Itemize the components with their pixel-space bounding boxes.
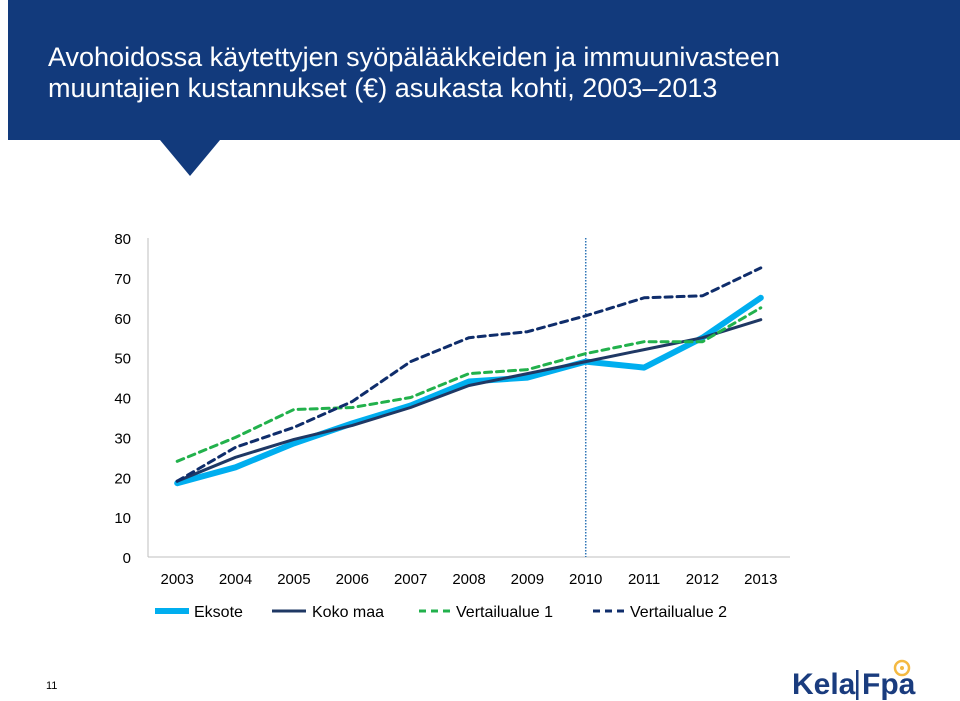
y-tick-label: 20 xyxy=(114,470,131,487)
x-tick-label: 2010 xyxy=(569,571,602,588)
y-tick-label: 40 xyxy=(114,391,131,408)
svg-text:Kela: Kela xyxy=(792,668,856,701)
kela-fpa-logo: Kela Fpa xyxy=(792,659,916,701)
x-tick-label: 2006 xyxy=(336,571,369,588)
y-tick-label: 60 xyxy=(114,311,131,328)
title-banner xyxy=(8,0,960,140)
series-line-koko-maa xyxy=(175,318,763,483)
y-tick-label: 10 xyxy=(114,510,131,527)
banner-notch xyxy=(160,140,220,176)
x-tick-label: 2003 xyxy=(160,571,193,588)
y-tick-label: 80 xyxy=(114,231,131,248)
y-tick-label: 0 xyxy=(123,550,131,567)
legend-label: Koko maa xyxy=(312,604,384,621)
page-number: 11 xyxy=(46,680,58,692)
x-tick-label: 2012 xyxy=(686,571,719,588)
x-tick-label: 2004 xyxy=(219,571,252,588)
legend-label: Vertailualue 2 xyxy=(630,604,727,621)
series-line-vertailualue-1 xyxy=(175,306,763,463)
x-tick-label: 2008 xyxy=(452,571,485,588)
title-line-2: muuntajien kustannukset (€) asukasta koh… xyxy=(48,73,718,103)
title-line-1: Avohoidossa käytettyjen syöpälääkkeiden … xyxy=(48,42,780,72)
y-tick-label: 30 xyxy=(114,430,131,447)
x-tick-label: 2009 xyxy=(511,571,544,588)
y-tick-label: 70 xyxy=(114,271,131,288)
x-tick-label: 2011 xyxy=(628,571,660,588)
y-tick-label: 50 xyxy=(114,351,131,368)
legend-label: Eksote xyxy=(194,604,243,621)
legend-label: Vertailualue 1 xyxy=(456,604,553,621)
x-tick-label: 2007 xyxy=(394,571,427,588)
x-tick-label: 2013 xyxy=(744,571,777,588)
slide-title: Avohoidossa käytettyjen syöpälääkkeiden … xyxy=(48,42,948,104)
series-line-vertailualue-2 xyxy=(175,266,763,483)
series-line-eksote xyxy=(174,294,764,487)
line-chart: 0 10 20 30 40 50 60 70 80 2003 2004 2005 2006 2007 200… xyxy=(114,231,790,621)
x-tick-label: 2005 xyxy=(277,571,310,588)
